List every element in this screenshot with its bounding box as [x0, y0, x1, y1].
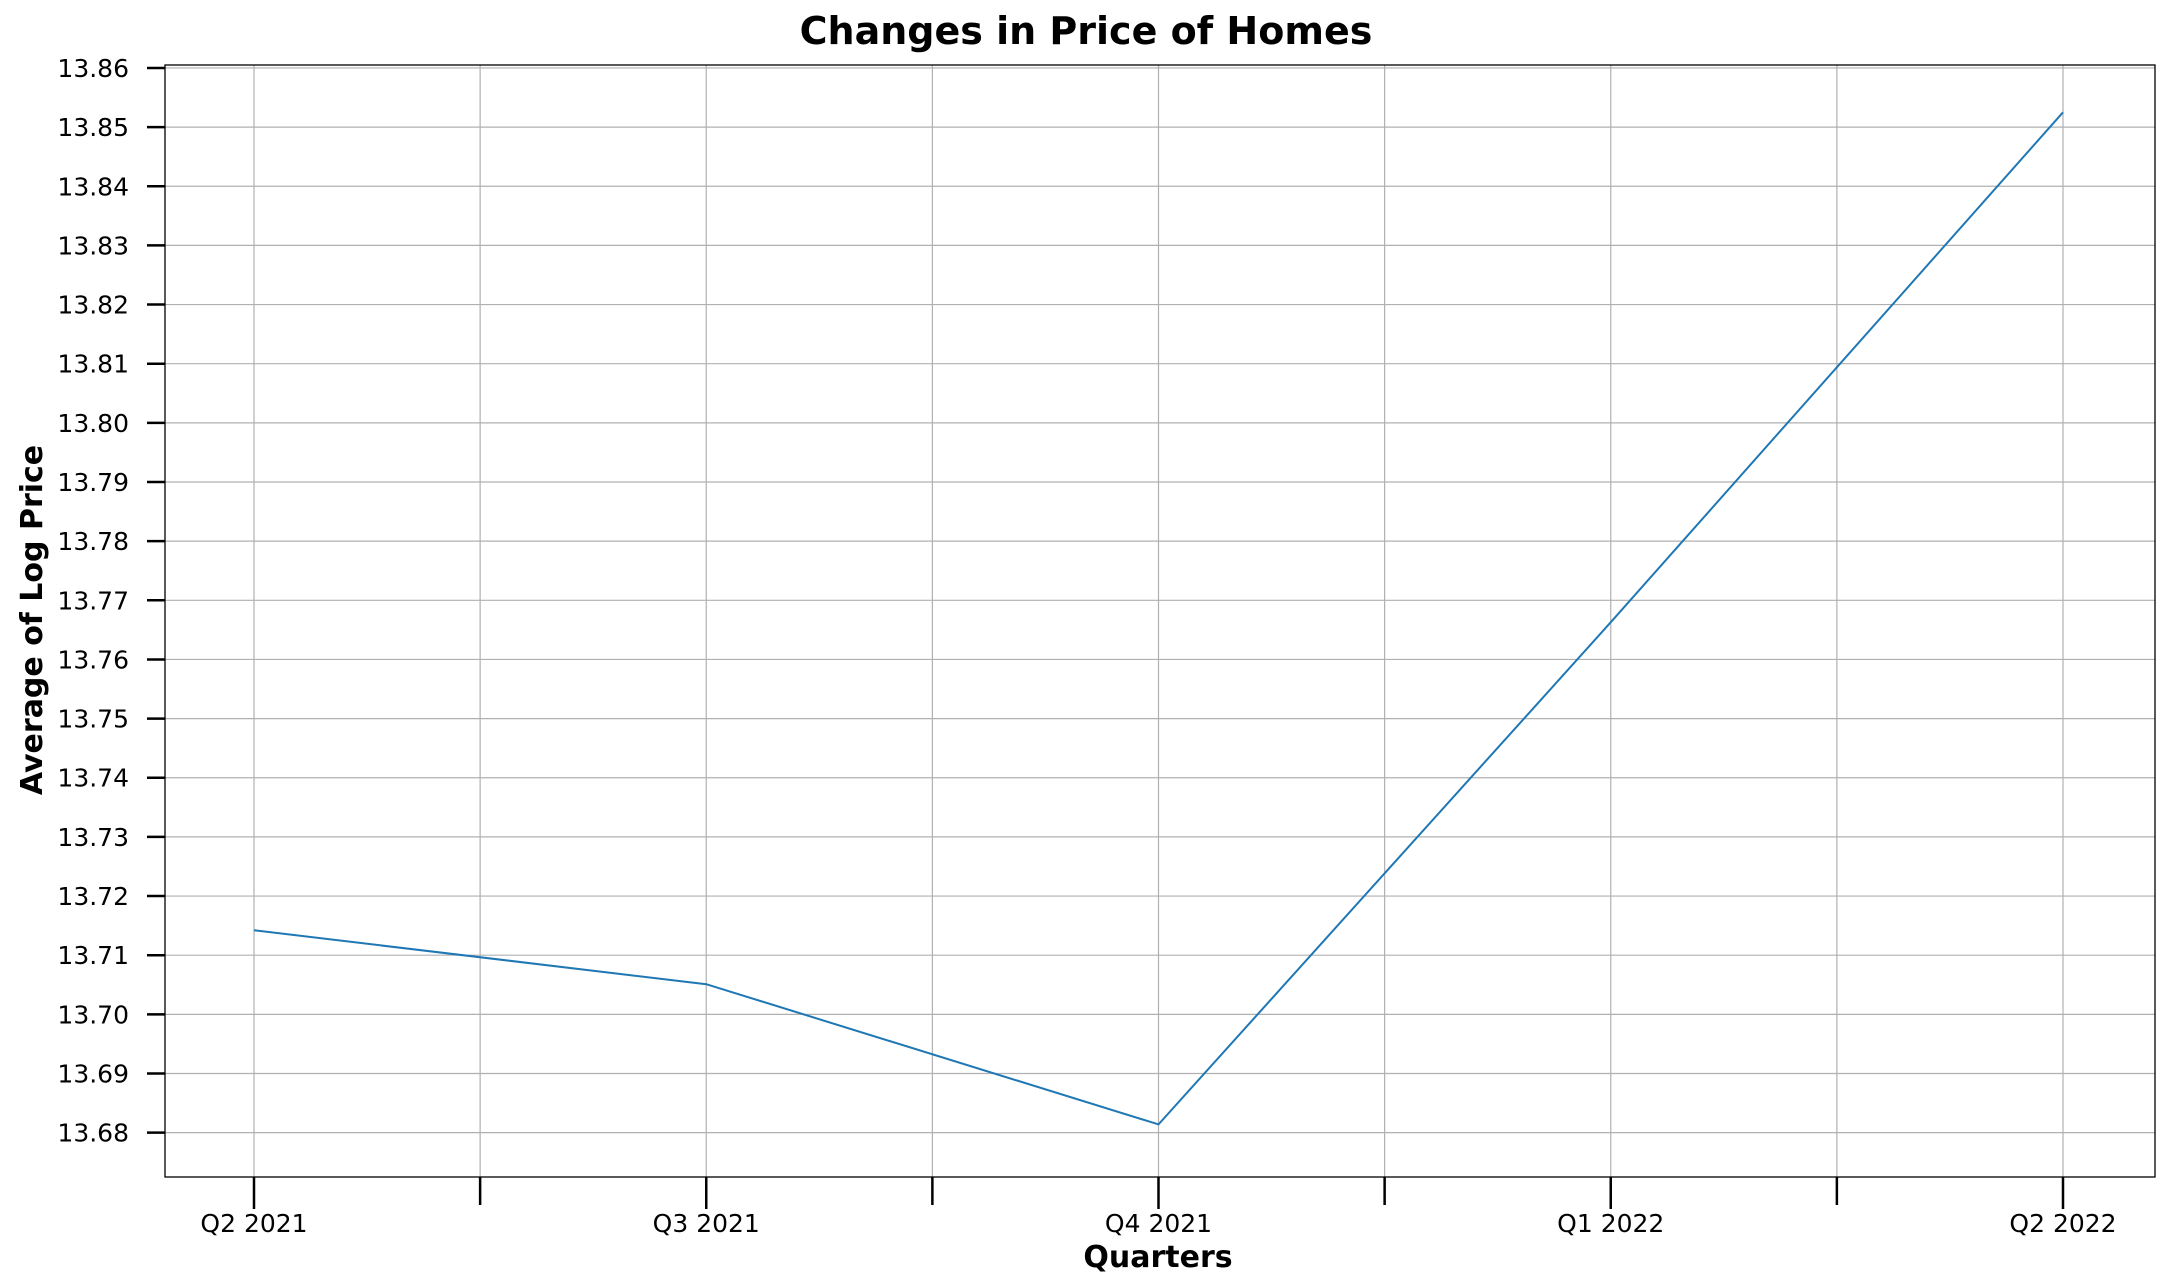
x-tick-label: Q2 2021: [200, 1209, 307, 1238]
y-tick-label: 13.80: [57, 409, 129, 438]
x-axis-label: Quarters: [1083, 1240, 1232, 1273]
grid-lines: [165, 65, 2155, 1177]
y-tick-label: 13.84: [57, 172, 129, 201]
series-line: [253, 111, 2064, 1126]
series-layer: [253, 111, 2064, 1126]
y-tick-label: 13.78: [57, 527, 129, 556]
y-tick-label: 13.73: [57, 823, 129, 852]
plot-frame: [164, 64, 2156, 1178]
x-tick-label: Q4 2021: [1105, 1209, 1212, 1238]
y-tick-label: 13.71: [57, 941, 129, 970]
x-tick-label: Q2 2022: [2009, 1209, 2116, 1238]
y-tick-label: 13.72: [57, 882, 129, 911]
y-axis: 13.68 13.69 13.70 13.71 13.72 13.73 13.74 13.75…: [57, 54, 165, 1148]
y-tick-label: 13.69: [57, 1059, 129, 1088]
y-tick-label: 13.70: [57, 1000, 129, 1029]
x-axis: Q2 2021 Q3 2021 Q4 2021 Q1 2022 Q2 2022: [200, 1177, 2117, 1238]
y-axis-label: Average of Log Price: [15, 445, 50, 795]
y-tick-label: 13.79: [57, 468, 129, 497]
y-tick-label: 13.75: [57, 705, 129, 734]
y-tick-label: 13.74: [57, 764, 129, 793]
y-tick-label: 13.68: [57, 1119, 129, 1148]
chart-title: Changes in Price of Homes: [800, 9, 1373, 53]
y-tick-label: 13.85: [57, 113, 129, 142]
x-tick-label: Q3 2021: [653, 1209, 760, 1238]
x-tick-label: Q1 2022: [1557, 1209, 1664, 1238]
y-tick-label: 13.76: [57, 645, 129, 674]
y-tick-label: 13.82: [57, 291, 129, 320]
y-tick-label: 13.86: [57, 54, 129, 83]
y-tick-label: 13.77: [57, 586, 129, 615]
y-tick-label: 13.81: [57, 350, 129, 379]
y-tick-label: 13.83: [57, 231, 129, 260]
